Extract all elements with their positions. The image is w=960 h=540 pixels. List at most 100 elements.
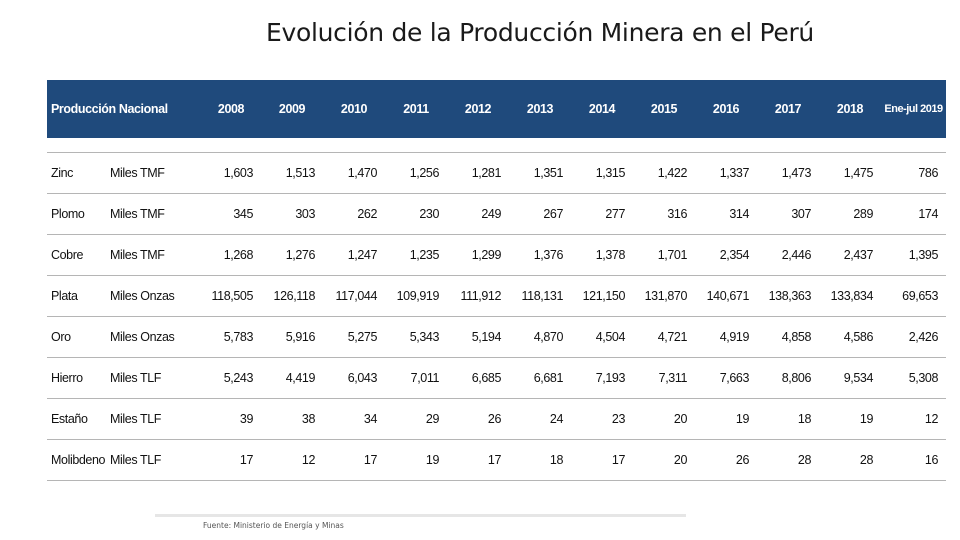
table-row: Molibdeno Miles TLF 17 12 17 19 17 18 17 20 26 28 28…: [47, 439, 947, 481]
table-cell-value: 5,194: [447, 316, 510, 358]
table-cell-value: 109,919: [385, 275, 448, 317]
table-cell-value: 1,378: [571, 234, 634, 276]
table-cell-value: 1,268: [201, 234, 262, 276]
table-cell-value: 1,603: [201, 152, 262, 194]
row-unit: Miles TLF: [107, 439, 202, 481]
row-mineral-name: Molibdeno: [47, 439, 107, 481]
header-year: 2014: [588, 102, 616, 116]
table-cell-value: 2,354: [695, 234, 758, 276]
table-cell-value: 1,276: [261, 234, 324, 276]
table-cell-value: 8,806: [757, 357, 820, 399]
production-table-container: Producción Nacional 2008 2009 2010 2011 2012…: [47, 80, 947, 481]
table-cell-value: 303: [261, 193, 324, 235]
table-cell-value: 1,395: [881, 234, 947, 276]
table-cell-value: 230: [385, 193, 448, 235]
table-cell-value: 28: [757, 439, 820, 481]
table-cell-value: 7,311: [633, 357, 696, 399]
source-note: Fuente: Ministerio de Energía y Minas: [203, 521, 344, 530]
table-row: Plomo Miles TMF 345 303 262 230 249 267 277 316 31…: [47, 193, 947, 235]
table-cell-value: 1,475: [819, 152, 882, 194]
table-cell-value: 133,834: [819, 275, 882, 317]
table-row: Cobre Miles TMF 1,268 1,276 1,247 1,235 1,299 1…: [47, 234, 947, 276]
table-cell-value: 1,235: [385, 234, 448, 276]
table-header-row: Producción Nacional 2008 2009 2010 2011 2012…: [47, 80, 947, 138]
table-cell-value: 174: [881, 193, 947, 235]
table-row: Hierro Miles TLF 5,243 4,419 6,043 7,011 6,685…: [47, 357, 947, 399]
table-cell-value: 7,011: [385, 357, 448, 399]
table-row: Oro Miles Onzas 5,783 5,916 5,275 5,343 5,194 4…: [47, 316, 947, 358]
table-cell-value: 117,044: [323, 275, 386, 317]
table-cell-value: 4,919: [695, 316, 758, 358]
table-cell-value: 28: [819, 439, 882, 481]
table-cell-value: 38: [261, 398, 324, 440]
table-cell-value: 4,419: [261, 357, 324, 399]
table-cell-value: 1,281: [447, 152, 510, 194]
spacer-row: [47, 138, 947, 153]
table-cell-value: 26: [447, 398, 510, 440]
row-mineral-name: Cobre: [47, 234, 107, 276]
header-year: 2010: [340, 102, 368, 116]
table-cell-value: 1,473: [757, 152, 820, 194]
table-cell-value: 1,701: [633, 234, 696, 276]
row-mineral-name: Zinc: [47, 152, 107, 194]
table-cell-value: 7,663: [695, 357, 758, 399]
table-cell-value: 289: [819, 193, 882, 235]
row-mineral-name: Hierro: [47, 357, 107, 399]
table-cell-value: 18: [757, 398, 820, 440]
table-cell-value: 2,437: [819, 234, 882, 276]
table-cell-value: 1,315: [571, 152, 634, 194]
header-year: 2016: [712, 102, 740, 116]
table-cell-value: 1,256: [385, 152, 448, 194]
table-cell-value: 118,131: [509, 275, 572, 317]
table-cell-value: 69,653: [881, 275, 947, 317]
header-year: 2012: [464, 102, 492, 116]
table-cell-value: 1,351: [509, 152, 572, 194]
table-cell-value: 19: [385, 439, 448, 481]
table-cell-value: 24: [509, 398, 572, 440]
table-cell-value: 4,721: [633, 316, 696, 358]
table-cell-value: 5,275: [323, 316, 386, 358]
row-mineral-name: Oro: [47, 316, 107, 358]
table-cell-value: 4,504: [571, 316, 634, 358]
row-unit: Miles TLF: [107, 357, 202, 399]
table-cell-value: 262: [323, 193, 386, 235]
table-cell-value: 111,912: [447, 275, 510, 317]
table-cell-value: 314: [695, 193, 758, 235]
table-cell-value: 19: [819, 398, 882, 440]
table-cell-value: 4,586: [819, 316, 882, 358]
table-cell-value: 6,685: [447, 357, 510, 399]
table-cell-value: 16: [881, 439, 947, 481]
header-year: Ene-jul 2019: [884, 103, 943, 115]
table-cell-value: 9,534: [819, 357, 882, 399]
table-cell-value: 277: [571, 193, 634, 235]
table-cell-value: 1,470: [323, 152, 386, 194]
table-row: Zinc Miles TMF 1,603 1,513 1,470 1,256 1,281 1,…: [47, 152, 947, 194]
table-cell-value: 34: [323, 398, 386, 440]
table-cell-value: 26: [695, 439, 758, 481]
table-cell-value: 5,783: [201, 316, 262, 358]
table-cell-value: 5,308: [881, 357, 947, 399]
table-cell-value: 1,299: [447, 234, 510, 276]
table-cell-value: 23: [571, 398, 634, 440]
footer-divider: [155, 514, 686, 517]
table-cell-value: 20: [633, 439, 696, 481]
row-unit: Miles TMF: [107, 234, 202, 276]
row-unit: Miles Onzas: [107, 275, 202, 317]
table-cell-value: 316: [633, 193, 696, 235]
header-year: 2017: [774, 102, 802, 116]
table-cell-value: 1,247: [323, 234, 386, 276]
table-cell-value: 12: [261, 439, 324, 481]
table-cell-value: 126,118: [261, 275, 324, 317]
row-mineral-name: Plomo: [47, 193, 107, 235]
table-cell-value: 12: [881, 398, 947, 440]
table-cell-value: 307: [757, 193, 820, 235]
page-title: Evolución de la Producción Minera en el …: [266, 18, 814, 47]
table-cell-value: 140,671: [695, 275, 758, 317]
table-cell-value: 17: [323, 439, 386, 481]
table-cell-value: 20: [633, 398, 696, 440]
table-cell-value: 5,916: [261, 316, 324, 358]
table-body: Zinc Miles TMF 1,603 1,513 1,470 1,256 1,281 1,…: [47, 138, 947, 481]
table-cell-value: 2,426: [881, 316, 947, 358]
row-mineral-name: Estaño: [47, 398, 107, 440]
table-cell-value: 6,043: [323, 357, 386, 399]
